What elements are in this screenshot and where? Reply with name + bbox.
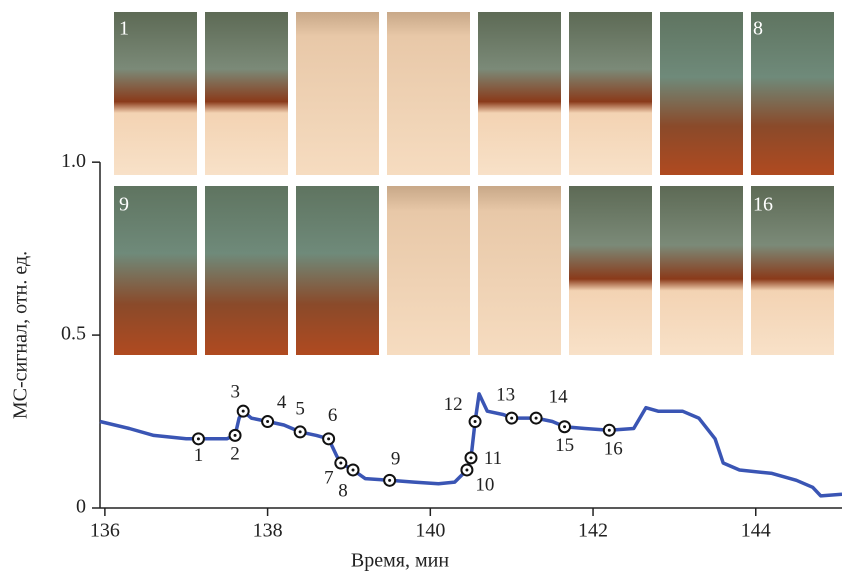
point-dot: [351, 468, 355, 472]
point-label: 12: [444, 394, 463, 415]
x-tick-label: 142: [578, 520, 608, 542]
photo: [296, 186, 379, 355]
point-label: 6: [328, 405, 338, 426]
x-tick-label: 144: [741, 520, 771, 542]
point-label: 11: [484, 448, 502, 469]
point-label: 13: [496, 384, 515, 405]
y-tick-label: 0.5: [61, 323, 86, 345]
point-label: 5: [295, 398, 305, 419]
photos: [114, 12, 834, 355]
photo: [114, 12, 197, 175]
photo: [660, 186, 743, 355]
point-dot: [607, 428, 611, 432]
point-dot: [534, 416, 538, 420]
point-label: 10: [475, 474, 494, 495]
point-dot: [298, 430, 302, 434]
photo: [296, 12, 379, 175]
signal-line: [99, 392, 842, 498]
x-axis-label: Время, мин: [351, 550, 449, 572]
photo: [205, 186, 288, 355]
point-dot: [469, 456, 473, 460]
photo: [569, 12, 652, 175]
point-dot: [266, 420, 270, 424]
point-label: 14: [549, 386, 569, 407]
photo: [751, 186, 834, 355]
photo: [205, 12, 288, 175]
photo: [751, 12, 834, 175]
point-label: 3: [230, 382, 240, 403]
point-dot: [510, 416, 514, 420]
point-label: 8: [338, 480, 348, 501]
photo: [387, 12, 470, 175]
x-tick-label: 136: [90, 520, 120, 542]
photo: [569, 186, 652, 355]
point-label: 16: [604, 439, 623, 460]
point-dot: [327, 437, 331, 441]
photo-label: 8: [753, 18, 763, 40]
point-dot: [241, 409, 245, 413]
y-tick-label: 0: [76, 496, 86, 518]
photo: [114, 186, 197, 355]
point-label: 15: [555, 435, 574, 456]
point-dot: [388, 478, 392, 482]
y-tick-label: 1.0: [61, 150, 86, 172]
point-label: 7: [324, 467, 334, 488]
point-label: 9: [391, 449, 401, 470]
x-tick-label: 140: [415, 520, 445, 542]
photo-label: 1: [119, 18, 129, 40]
point-label: 2: [230, 444, 240, 465]
photo: [387, 186, 470, 355]
point-label: 1: [194, 445, 204, 466]
point-dot: [465, 468, 469, 472]
photo-label: 16: [753, 194, 773, 216]
x-tick-label: 138: [253, 520, 283, 542]
point-dot: [473, 420, 477, 424]
point-dot: [339, 461, 343, 465]
point-dot: [196, 437, 200, 441]
point-dot: [563, 425, 567, 429]
photo-label: 9: [119, 194, 129, 216]
point-label: 4: [277, 392, 287, 413]
photo: [660, 12, 743, 175]
y-axis-label: МС-сигнал, отн. ед.: [10, 251, 32, 419]
photo: [478, 12, 561, 175]
photo: [478, 186, 561, 355]
point-dot: [233, 433, 237, 437]
